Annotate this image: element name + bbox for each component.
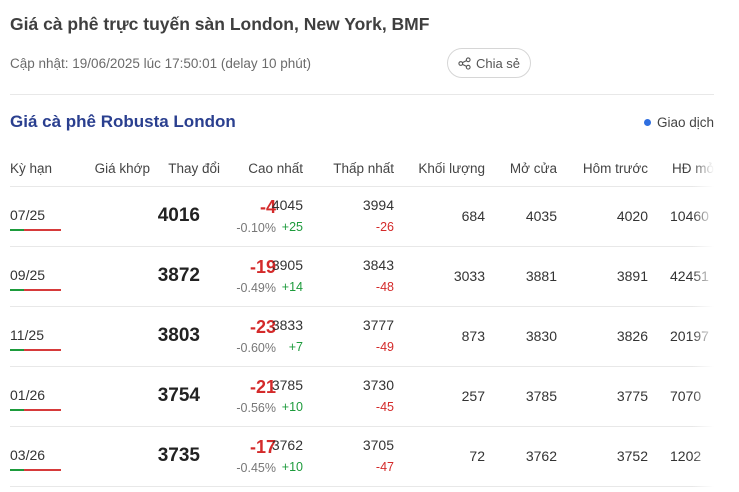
change-value: -19	[249, 257, 276, 277]
prev-close-value: 4020	[616, 208, 648, 224]
change-value: -4	[259, 197, 276, 217]
share-button[interactable]: Chia sẻ	[447, 48, 531, 78]
share-icon	[458, 56, 471, 70]
open-interest-value: 20197	[670, 328, 709, 344]
open-value: 3762	[525, 448, 557, 464]
header-divider	[10, 186, 714, 187]
prev-close-value: 3752	[616, 448, 648, 464]
table-row[interactable]: 11/25 3803 -23 -0.60% 3833 +7 3777 -49 873 3830 38…	[10, 307, 714, 367]
high-diff: +10	[281, 400, 303, 414]
low-diff: -49	[375, 340, 394, 354]
col-volume: Khối lượng	[418, 161, 485, 176]
prev-close-value: 3826	[616, 328, 648, 344]
trading-status-label: Giao dịch	[656, 115, 714, 130]
term-range-bar	[10, 289, 61, 291]
low-value: 3777	[362, 317, 394, 333]
term-label: 03/26	[10, 447, 46, 463]
high-diff: +10	[281, 460, 303, 474]
term-range-bar	[10, 349, 61, 351]
high-diff: +14	[281, 280, 303, 294]
high-value: 3905	[271, 257, 303, 273]
term-label: 11/25	[10, 327, 44, 343]
term-label: 01/26	[10, 387, 46, 403]
page-title: Giá cà phê trực tuyến sàn London, New Yo…	[10, 14, 430, 34]
divider	[10, 94, 714, 95]
prev-close-value: 3775	[616, 388, 648, 404]
col-high: Cao nhất	[248, 161, 303, 176]
volume-value: 257	[461, 388, 485, 404]
col-open-interest: HĐ mở	[672, 161, 714, 176]
price-value: 4016	[157, 205, 200, 226]
low-value: 3994	[362, 197, 394, 213]
volume-value: 3033	[453, 268, 485, 284]
high-value: 3762	[271, 437, 303, 453]
price-value: 3754	[157, 385, 200, 406]
change-percent: -0.10%	[236, 221, 276, 235]
open-value: 3881	[525, 268, 557, 284]
open-interest-value: 42451	[670, 268, 709, 284]
term-label: 09/25	[10, 267, 46, 283]
prev-close-value: 3891	[616, 268, 648, 284]
price-table: Kỳ hạn Giá khớp Thay đổi Cao nhất Thấp n…	[10, 150, 714, 492]
share-label: Chia sẻ	[475, 55, 521, 71]
col-open: Mở cửa	[509, 161, 557, 176]
price-value: 3872	[157, 265, 200, 286]
low-value: 3705	[362, 437, 394, 453]
col-change: Thay đổi	[168, 161, 220, 176]
high-diff: +25	[281, 220, 303, 234]
term-range-bar	[10, 409, 61, 411]
open-interest-value: 10460	[670, 208, 709, 224]
low-diff: -47	[375, 460, 394, 474]
table-row[interactable]: 01/26 3754 -21 -0.56% 3785 +10 3730 -45 257 3785 3…	[10, 367, 714, 427]
change-value: -21	[249, 377, 276, 397]
change-value: -23	[249, 317, 276, 337]
open-value: 3785	[525, 388, 557, 404]
section-title: Giá cà phê Robusta London	[10, 112, 236, 131]
open-interest-value: 7070	[670, 388, 702, 404]
volume-value: 873	[461, 328, 485, 344]
term-label: 07/25	[10, 207, 46, 223]
volume-value: 72	[469, 448, 485, 464]
col-price: Giá khớp	[94, 161, 150, 176]
low-diff: -48	[375, 280, 394, 294]
change-percent: -0.60%	[236, 341, 276, 355]
low-value: 3730	[362, 377, 394, 393]
open-interest-value: 1202	[670, 448, 702, 464]
high-value: 4045	[271, 197, 303, 213]
col-low: Thấp nhất	[333, 161, 394, 176]
low-diff: -26	[375, 220, 394, 234]
high-diff: +7	[288, 340, 303, 354]
table-header: Kỳ hạn Giá khớp Thay đổi Cao nhất Thấp n…	[10, 150, 714, 186]
col-term: Kỳ hạn	[10, 161, 53, 176]
change-percent: -0.45%	[236, 461, 276, 475]
term-range-bar	[10, 469, 61, 471]
open-value: 3830	[525, 328, 557, 344]
table-row[interactable]: 07/25 4016 -4 -0.10% 4045 +25 3994 -26 684 4035 40…	[10, 187, 714, 247]
high-value: 3833	[271, 317, 303, 333]
change-percent: -0.49%	[236, 281, 276, 295]
trading-status: Giao dịch	[643, 115, 714, 130]
update-timestamp: Cập nhật: 19/06/2025 lúc 17:50:01 (delay…	[10, 56, 311, 71]
low-diff: -45	[375, 400, 394, 414]
change-percent: -0.56%	[236, 401, 276, 415]
change-value: -17	[249, 437, 276, 457]
volume-value: 684	[461, 208, 485, 224]
low-value: 3843	[362, 257, 394, 273]
price-value: 3735	[157, 445, 200, 466]
table-row[interactable]: 09/25 3872 -19 -0.49% 3905 +14 3843 -48 3033 3881…	[10, 247, 714, 307]
term-range-bar	[10, 229, 61, 231]
table-row[interactable]: 03/26 3735 -17 -0.45% 3762 +10 3705 -47 72 3762 37…	[10, 427, 714, 487]
open-value: 4035	[525, 208, 557, 224]
status-dot-icon	[643, 119, 651, 126]
price-value: 3803	[157, 325, 200, 346]
col-prev: Hôm trước	[582, 161, 648, 176]
high-value: 3785	[271, 377, 303, 393]
